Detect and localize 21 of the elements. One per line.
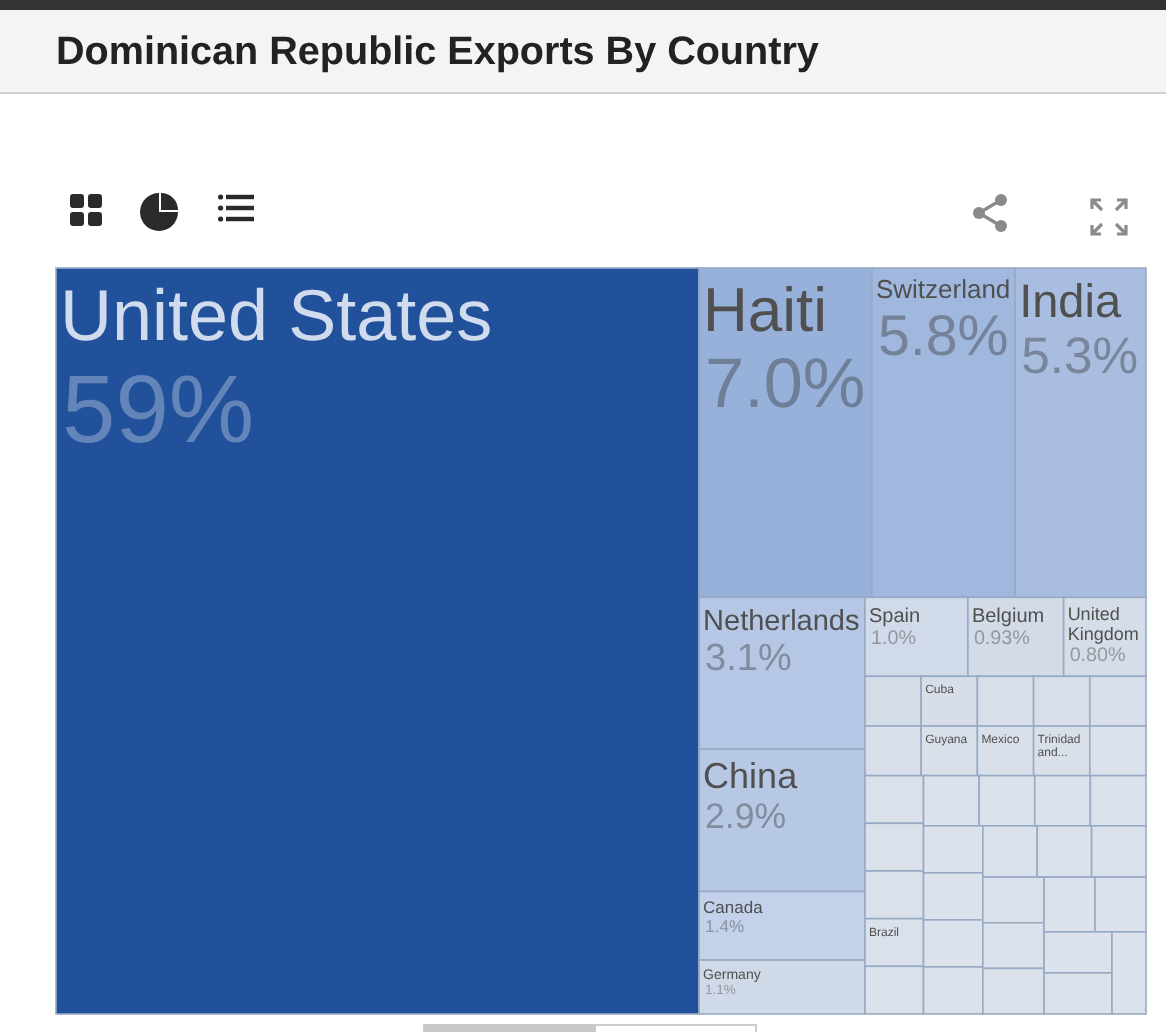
- category-label: United Kingdom: [1067, 603, 1139, 644]
- data-label: 1.0%: [870, 627, 917, 650]
- data-label: 5.8%: [877, 305, 1009, 370]
- category-label: Netherlands: [703, 606, 860, 639]
- category-label: Belgium: [971, 605, 1045, 628]
- data-label: 7.0%: [705, 344, 866, 423]
- category-label: Spain: [868, 605, 921, 628]
- data-label: 0.80%: [1069, 645, 1127, 668]
- category-label: Haiti: [703, 275, 828, 346]
- data-label: 5.3%: [1021, 328, 1139, 385]
- category-label: India: [1019, 275, 1123, 328]
- data-label: 1.4%: [705, 915, 745, 936]
- category-label: Switzerland: [875, 273, 1011, 304]
- category-label: United States: [60, 274, 493, 357]
- text: Dominican Republic Exports By Country: [56, 30, 819, 74]
- category-label: Canada: [703, 897, 764, 918]
- data-label: 3.1%: [705, 638, 792, 681]
- category-label: China: [703, 756, 800, 797]
- data-label: 59%: [62, 357, 255, 464]
- data-label: 2.9%: [705, 795, 787, 836]
- data-label: 0.93%: [973, 627, 1031, 650]
